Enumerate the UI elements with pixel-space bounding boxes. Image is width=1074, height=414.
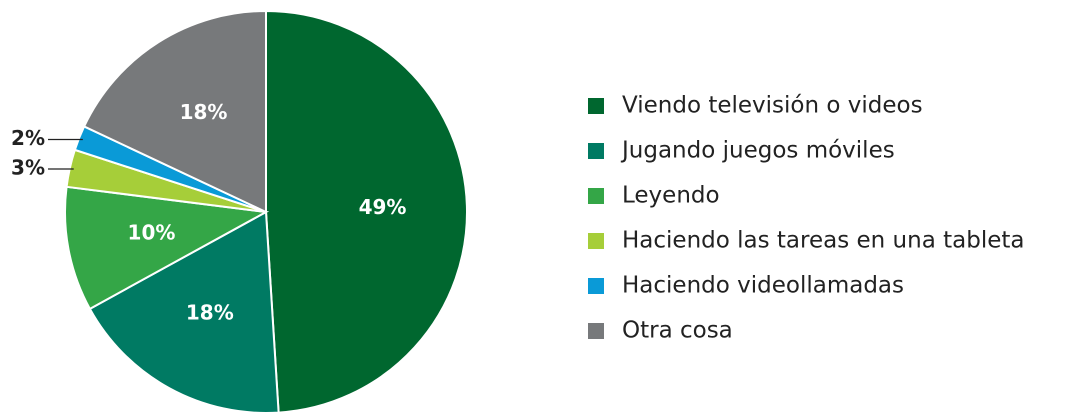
legend-label: Haciendo las tareas en una tableta	[622, 228, 1024, 254]
legend-swatch	[588, 188, 604, 204]
legend-swatch	[588, 233, 604, 249]
pie-slice	[88, 210, 280, 414]
data-label: 18%	[180, 100, 228, 124]
data-label: 18%	[186, 301, 234, 325]
legend-label: Leyendo	[622, 183, 720, 209]
legend-label: Jugando juegos móviles	[620, 138, 895, 164]
legend-swatch	[588, 323, 604, 339]
data-label: 3%	[11, 156, 45, 180]
legend-label: Viendo televisión o videos	[622, 93, 923, 119]
data-label: 10%	[128, 220, 176, 244]
pie-slice	[82, 9, 267, 214]
legend-swatch	[588, 143, 604, 159]
data-label: 2%	[11, 126, 45, 150]
data-label: 49%	[359, 195, 407, 219]
pie-slice	[64, 185, 270, 311]
legend-swatch	[588, 278, 604, 294]
legend-label: Haciendo videollamadas	[622, 273, 904, 299]
legend-label: Otra cosa	[622, 318, 733, 344]
legend-swatch	[588, 98, 604, 114]
pie-slice	[265, 9, 468, 414]
